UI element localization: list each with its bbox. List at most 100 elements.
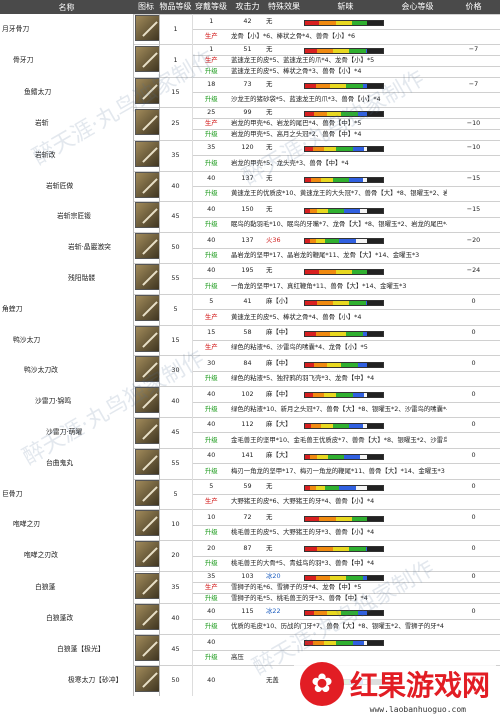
weapon-name-label: 骨牙刀 (13, 56, 34, 65)
affinity: 0 (447, 355, 500, 372)
sharpness-bar (304, 269, 384, 276)
weapon-icon-cell (133, 107, 160, 141)
special-effect: 麻【大】 (265, 447, 303, 464)
katana-icon (134, 387, 158, 414)
item-level: 25 (159, 107, 193, 141)
sharpness-segment-red (305, 424, 312, 429)
sharpness-segment-white (359, 455, 368, 460)
sharpness-segment-orange (315, 331, 330, 336)
weapon-name: 咆哮之刃 (0, 509, 134, 541)
item-level: 45 (159, 634, 193, 666)
table-row: 生产 绿色的粘液*6、沙雷鸟的嗉囊*4、龙骨【小】*5 (0, 340, 500, 356)
wear-level: 15 (192, 324, 230, 341)
sharpness-segment-red (305, 485, 310, 490)
special-effect: 无 (265, 509, 303, 526)
sharpness-segment-red (305, 239, 310, 244)
sharpness-bar (304, 392, 384, 399)
katana-icon (134, 14, 158, 41)
affinity (447, 463, 500, 480)
sharpness-cell (303, 76, 447, 93)
header-sharpness: 斩味 (303, 0, 388, 14)
sharpness-segment-red (305, 112, 315, 117)
materials: 一角龙的坚甲*17、真红鞭角*11、兽骨【大】*14、金曜玉*3 (230, 278, 447, 295)
weapon-name: 极寒太刀【砂冲】 (0, 665, 134, 696)
weapon-name: 巨骨刀 (0, 479, 134, 510)
weapon-icon-cell (133, 540, 160, 572)
craft-type: 生产 (192, 494, 230, 510)
sharpness-segment-orange (319, 516, 337, 521)
katana-icon (134, 356, 158, 383)
attack-value: 59 (230, 478, 265, 495)
weapon-name: 白狼蓬【极光】 (0, 634, 134, 666)
sharpness-segment-white (364, 147, 368, 152)
special-effect: 麻【中】 (265, 386, 303, 403)
table-row: 白狼蓬【极光】 45 40 (0, 634, 500, 666)
sharpness-segment-yellow (329, 331, 346, 336)
affinity (447, 155, 500, 172)
sharpness-segment-green (351, 270, 368, 275)
site-logo[interactable]: ✿ 红果游戏网 (293, 660, 496, 708)
sharpness-bar (304, 82, 384, 89)
weapon-table: 名称 图标 物品等级 穿戴等级 攻击力 特殊效果 斩味 会心等级 价格 月牙骨刀… (0, 0, 500, 696)
attack-value: 120 (230, 139, 265, 156)
affinity (447, 247, 500, 264)
sharpness-segment-white (362, 424, 368, 429)
wear-level: 5 (192, 478, 230, 495)
table-row: 升级 岩龙的甲壳*5、高月之头冠*2、兽骨【中】*4 (0, 129, 500, 141)
craft-type: 升级 (192, 65, 230, 78)
sharpness-segment-white (356, 485, 368, 490)
sharpness-segment-orange (309, 208, 318, 213)
weapon-name-label: 岩斩匠做 (46, 181, 74, 190)
weapon-name: 岩斩匠做 (0, 171, 134, 202)
item-level: 35 (159, 571, 193, 604)
sharpness-segment-green (325, 485, 340, 490)
katana-icon (134, 172, 158, 198)
weapon-name: 白狼蓬 (0, 571, 134, 604)
sharpness-segment-red (305, 301, 318, 306)
wear-level: 40 (192, 263, 230, 279)
katana-icon (134, 233, 158, 260)
header-icon: 图标 (133, 0, 159, 14)
affinity: 0 (447, 324, 500, 341)
special-effect: 无 (265, 139, 303, 156)
craft-type: 升级 (192, 524, 230, 541)
item-level: 5 (159, 293, 193, 326)
sharpness-segment-blue (365, 301, 368, 306)
katana-icon (134, 510, 158, 537)
materials: 雪狮子的毛*6、雪狮子的牙*4、龙骨【中】*5 (230, 581, 447, 594)
table-row: 生产 大野猪王的皮*6、大野猪王的牙*4、兽骨【小】*4 (0, 494, 500, 510)
table-row: 白狼蓬3535103冰20016100z (0, 571, 500, 604)
weapon-name: 鱼鳍太刀 (0, 77, 134, 108)
weapon-name: 岩斩 (0, 107, 134, 141)
sharpness-segment-red (305, 20, 320, 25)
weapon-table-body: 月牙骨刀 1 1 42 无生产 龙骨【小】*6、棒状之骨*4、兽骨【小】*6 骨牙刀 1 1 51… (0, 13, 500, 696)
sharpness-segment-blue (365, 547, 368, 552)
sharpness-segment-yellow (336, 270, 352, 275)
weapon-name: 骨牙刀 (0, 44, 134, 78)
special-effect: 无 (265, 540, 303, 557)
weapon-name: 沙雷刀·锦鸣 (0, 386, 134, 418)
affinity: 0 (447, 417, 500, 433)
sharpness-segment-blue (339, 485, 357, 490)
table-row: 升级 优质的毛皮*10、历战的门牙*7、兽骨【大】*8、银曜玉*2、雪狮子的牙*4 (0, 618, 500, 635)
sharpness-segment-yellow (333, 49, 349, 54)
sharpness-segment-green (340, 610, 359, 615)
craft-type: 升级 (192, 247, 230, 264)
affinity: −24 (447, 263, 500, 279)
wear-level: 40 (192, 603, 230, 620)
special-effect: 麻【中】 (265, 324, 303, 341)
table-row: 升级金毛兽王的坚甲*10、金毛兽王优质皮*7、兽骨【大】*8、银曜玉*2、沙雷鸟… (0, 432, 500, 449)
sharpness-segment-green (340, 362, 359, 367)
materials: 黄速龙王的皮*5、棒状之骨*4、兽骨【小】*4 (230, 309, 447, 326)
attack-value: 73 (230, 76, 265, 93)
header-affinity: 会心等级 (388, 0, 447, 14)
materials: 优质的毛皮*10、历战的门牙*7、兽骨【大】*8、银曜玉*2、雪狮子的牙*4 (230, 618, 447, 635)
wear-level: 30 (192, 355, 230, 372)
item-level: 40 (159, 386, 193, 418)
sharpness-segment-orange (312, 641, 324, 646)
sharpness-segment-green (345, 83, 363, 88)
